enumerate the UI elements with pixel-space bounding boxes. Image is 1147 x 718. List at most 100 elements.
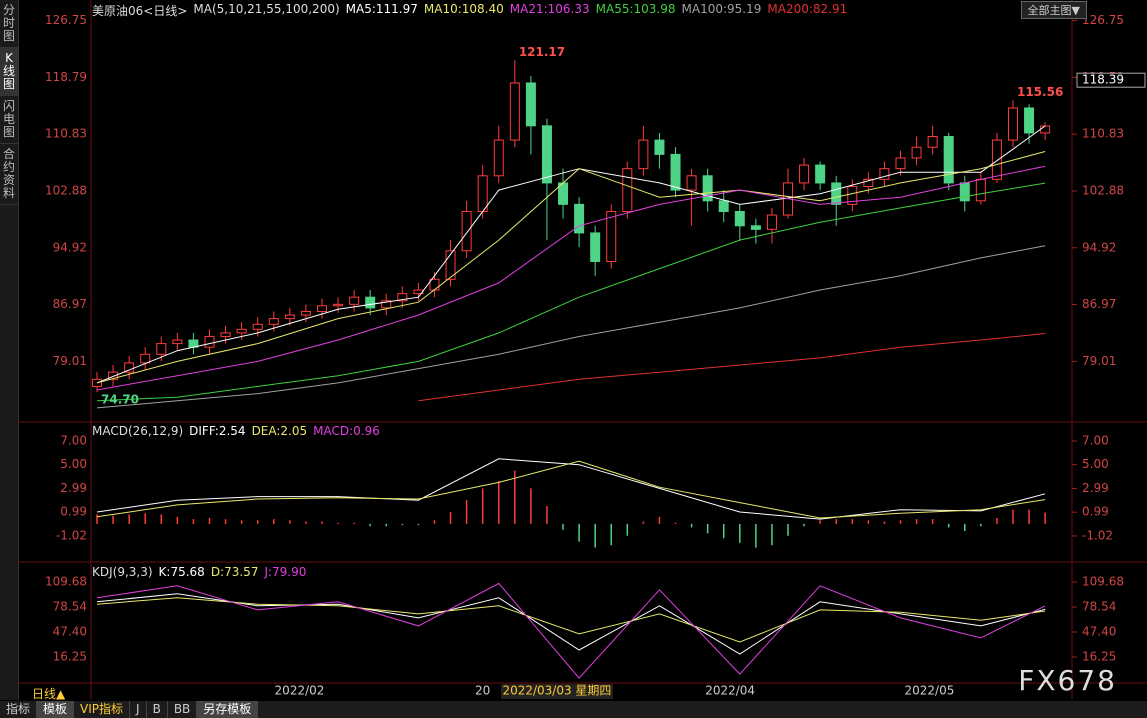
candle-body (108, 371, 119, 380)
indicator-line (96, 151, 1046, 384)
candle-body (349, 296, 360, 305)
candle-body (509, 82, 520, 141)
indicator-line (96, 458, 1046, 520)
candle-body (590, 232, 601, 262)
legend-entry: DEA:2.05 (251, 424, 308, 438)
side-tabs: 分时图 K线图 闪电图 合约资料 (0, 0, 19, 700)
y-tick-label: 109.68 (45, 575, 87, 589)
y-tick-label: 0.99 (60, 505, 87, 519)
tab[interactable]: 分时图 (0, 0, 18, 48)
indicator-line (96, 182, 1046, 402)
candle-body (718, 200, 729, 213)
candle-body (815, 164, 826, 184)
candle-body (429, 278, 440, 291)
candle-body (252, 323, 263, 330)
indicator-line (96, 460, 1046, 519)
candle-body (204, 335, 215, 348)
candle-body (847, 186, 858, 205)
candle-body (300, 310, 311, 316)
y-tick-label: 102.88 (45, 183, 87, 197)
y-tick-label: 78.54 (53, 600, 87, 614)
macd-legend: MACD(26,12,9) DIFF:2.54 DEA:2.05 MACD:0.96 (92, 424, 380, 438)
y-tick-label: 126.75 (45, 13, 87, 27)
y-tick-label: 16.25 (1082, 650, 1116, 664)
bottom-tab[interactable]: BB (168, 701, 198, 718)
bottom-tab[interactable]: 指标 (0, 701, 38, 718)
legend-entry: MA10:108.40 (423, 2, 504, 16)
y-tick-label: 110.83 (1082, 127, 1124, 141)
legend-entry: K:75.68 (158, 565, 205, 579)
y-tick-label: 2.99 (1082, 481, 1109, 495)
candle-body (943, 136, 954, 184)
toolbar-button[interactable]: 全部主图▼ (1020, 1, 1087, 19)
legend-entry: D:73.57 (210, 565, 259, 579)
bottom-tab[interactable]: J (130, 701, 147, 718)
candle-body (365, 296, 376, 309)
indicator-line (96, 245, 1046, 409)
candle-body (493, 139, 504, 177)
y-tick-label: 126.75 (1082, 13, 1124, 27)
y-tick-label: 86.97 (53, 297, 87, 311)
legend-title: MACD(26,12,9) (92, 424, 184, 438)
tab[interactable]: K线图 (0, 48, 18, 96)
y-tick-label: 109.68 (1082, 575, 1124, 589)
candle-body (397, 293, 408, 302)
bottom-tab[interactable]: VIP指标 (74, 701, 131, 718)
watermark: FX678 (1018, 664, 1117, 697)
y-tick-label: 110.83 (45, 127, 87, 141)
y-tick-label: 78.54 (1082, 600, 1116, 614)
legend-entry: MA21:106.33 (509, 2, 590, 16)
y-tick-label: 102.88 (1082, 183, 1124, 197)
y-tick-label: 5.00 (60, 457, 87, 471)
y-tick-label: 2.99 (60, 481, 87, 495)
y-tick-label: 0.99 (1082, 505, 1109, 519)
candle-body (124, 362, 135, 373)
candle-body (927, 136, 938, 148)
candle-body (1040, 125, 1051, 134)
indicator-line (96, 165, 1046, 391)
price-annotation: 74.70 (101, 393, 139, 407)
candle-body (236, 328, 247, 334)
candle-body (622, 168, 633, 213)
y-tick-label: 7.00 (1082, 433, 1109, 447)
bottom-tab[interactable]: 另存模板 (197, 701, 259, 718)
y-tick-label: 94.92 (53, 240, 87, 254)
indicator-line (96, 597, 1046, 643)
candle-body (525, 82, 536, 127)
candle-body (333, 303, 344, 307)
candle-body (863, 178, 874, 188)
candle-body (959, 182, 970, 202)
candle-body (284, 314, 295, 320)
candle-body (477, 175, 488, 213)
y-tick-label: 47.40 (1082, 625, 1116, 639)
period[interactable]: 日线▲ (32, 687, 66, 701)
y-tick-label: 5.00 (1082, 457, 1109, 471)
price-box-label: 118.39 (1082, 73, 1124, 87)
tab[interactable]: 闪电图 (0, 96, 18, 144)
y-tick-label: 118.79 (45, 70, 87, 84)
price-box (1076, 72, 1146, 88)
legend-entry: MA200:82.91 (767, 2, 848, 16)
candle-body (140, 353, 151, 364)
legend-entry: J:79.90 (264, 565, 307, 579)
y-tick-label: 16.25 (53, 650, 87, 664)
tab[interactable]: 合约资料 (0, 144, 18, 205)
x-tick-label: 2022/05 (904, 684, 954, 698)
legend-entry: MA55:103.98 (595, 2, 676, 16)
candle-body (316, 305, 327, 312)
candle-body (766, 214, 777, 230)
kdj-legend: KDJ(9,3,3) K:75.68 D:73.57 J:79.90 (92, 565, 306, 579)
indicator-line (96, 593, 1046, 655)
candle-body (541, 125, 552, 184)
bottom-tab[interactable]: B (147, 701, 168, 718)
x-tick-label: 2022/04 (705, 684, 755, 698)
bottom-tab[interactable]: 模板 (37, 701, 75, 718)
y-tick-label: -1.02 (1082, 528, 1113, 542)
x-tick-label: 2022/02 (275, 684, 325, 698)
y-tick-label: 86.97 (1082, 297, 1116, 311)
y-tick-label: 94.92 (1082, 240, 1116, 254)
legend-subtitle: MA(5,10,21,55,100,200) (193, 2, 340, 16)
legend-entry: MACD:0.96 (313, 424, 380, 438)
candle-body (574, 203, 585, 234)
candle-body (445, 250, 456, 280)
